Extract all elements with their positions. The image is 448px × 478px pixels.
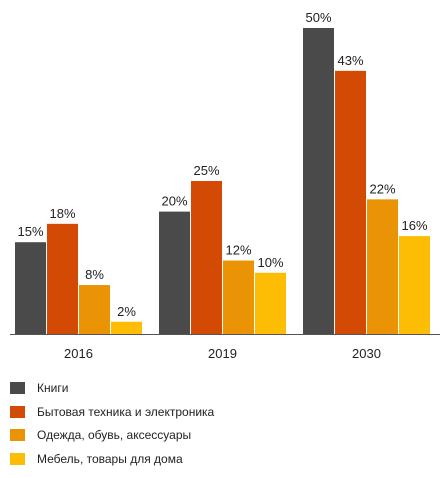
data-label-2019-series-3: 10% <box>257 255 283 270</box>
legend-swatch <box>10 405 25 418</box>
data-label-2016-series-0: 15% <box>17 224 43 239</box>
data-label-2016-series-3: 2% <box>117 304 136 319</box>
data-label-2030-series-1: 43% <box>337 53 363 68</box>
legend-swatch <box>10 429 25 441</box>
bar-2030-series-1 <box>335 70 366 334</box>
x-tick-label-2030: 2030 <box>352 346 381 361</box>
bar-2030-series-3 <box>399 236 430 334</box>
data-label-2019-series-1: 25% <box>193 163 219 178</box>
bar-2019-series-1 <box>191 181 222 334</box>
bar-2016-series-1 <box>47 223 78 334</box>
data-label-2030-series-0: 50% <box>305 10 331 25</box>
legend: Книги Бытовая техника и электроника Одежда… <box>10 380 214 474</box>
legend-swatch <box>10 452 25 465</box>
bar-2019-series-0 <box>159 211 190 334</box>
legend-label: Бытовая техника и электроника <box>37 404 215 419</box>
bar-2016-series-0 <box>15 242 46 334</box>
data-label-2016-series-2: 8% <box>85 267 104 282</box>
x-tick-label-2016: 2016 <box>64 346 93 361</box>
bar-2016-series-3 <box>111 321 142 334</box>
data-label-2016-series-1: 18% <box>49 206 75 221</box>
bar-2019-series-2 <box>223 260 254 334</box>
bar-2016-series-2 <box>79 285 110 334</box>
legend-label: Мебель, товары для дома <box>37 451 183 466</box>
data-label-2019-series-2: 12% <box>225 243 251 258</box>
data-label-2030-series-3: 16% <box>401 218 427 233</box>
bar-2019-series-3 <box>255 272 286 334</box>
legend-label: Книги <box>37 381 69 395</box>
legend-item: Одежда, обувь, аксессуары <box>10 427 214 443</box>
legend-label: Одежда, обувь, аксессуары <box>37 428 192 442</box>
legend-item: Книги <box>10 380 214 396</box>
data-label-2019-series-0: 20% <box>161 194 187 209</box>
legend-item: Мебель, товары для дома <box>10 451 214 467</box>
bar-2030-series-2 <box>367 199 398 334</box>
legend-swatch <box>10 382 25 394</box>
legend-item: Бытовая техника и электроника <box>10 404 214 420</box>
x-tick-label-2019: 2019 <box>208 346 237 361</box>
bar-2030-series-0 <box>303 28 334 334</box>
data-label-2030-series-2: 22% <box>369 181 395 196</box>
